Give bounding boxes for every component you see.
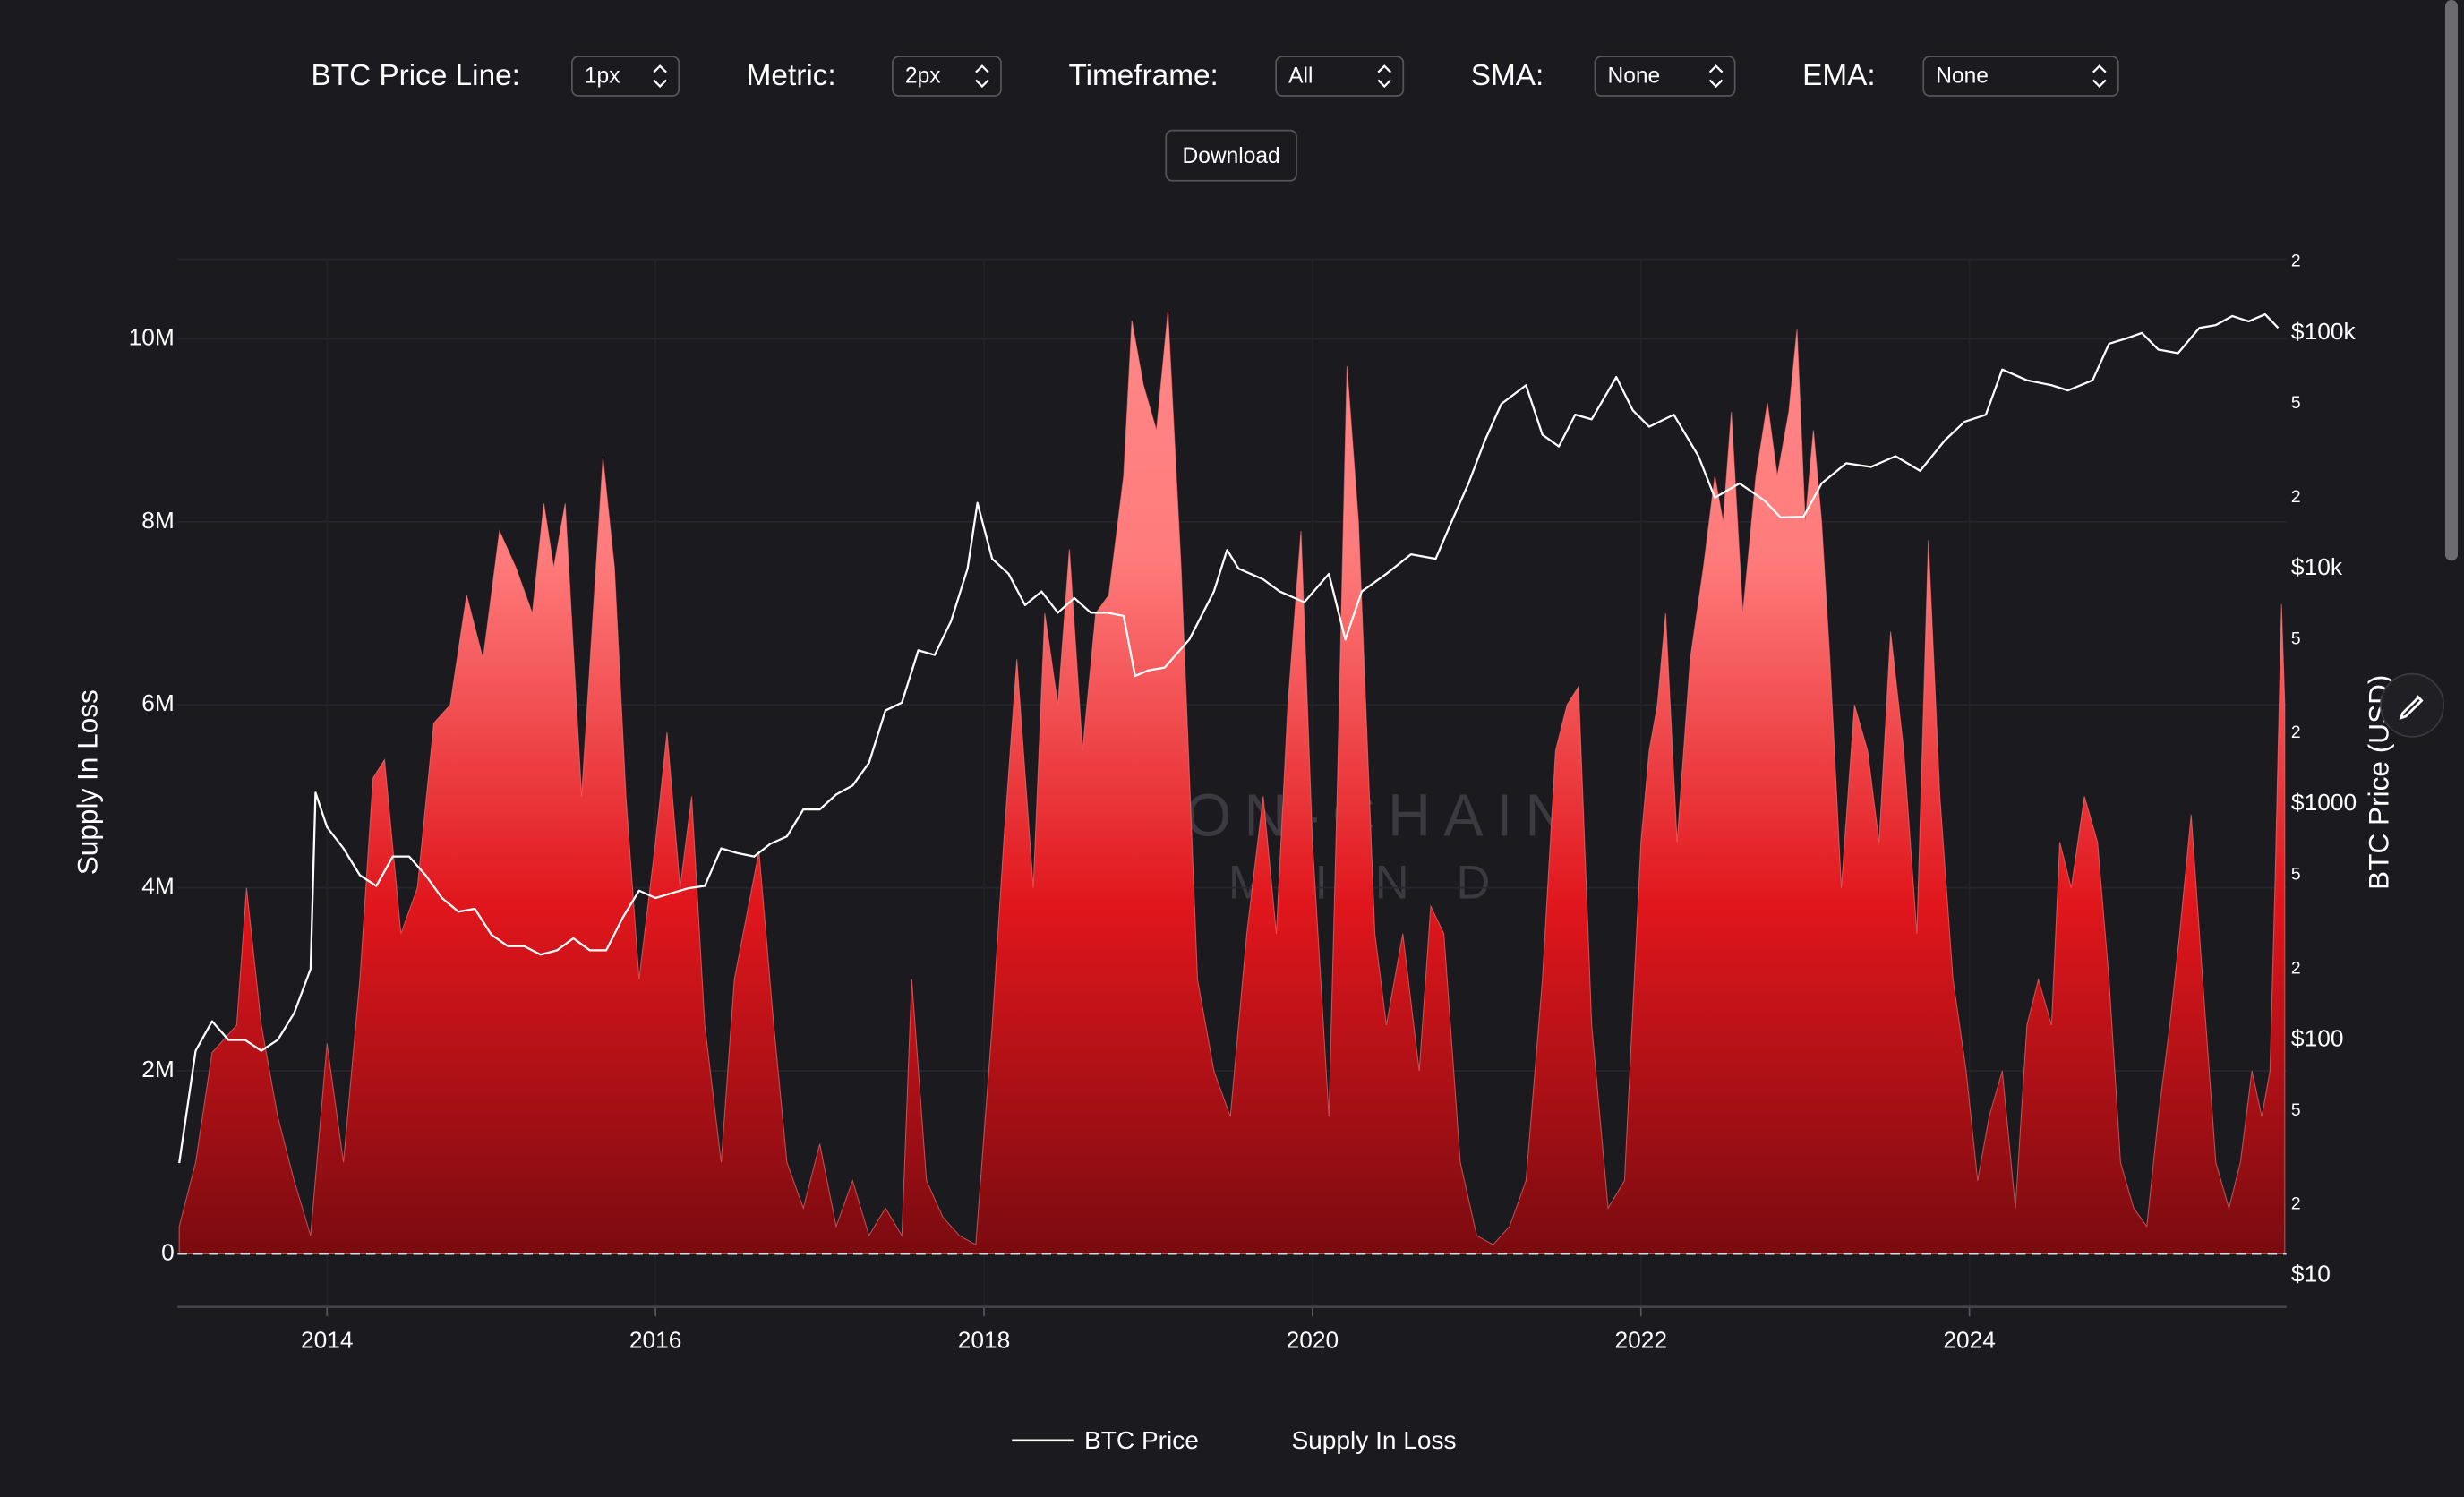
select-box[interactable] — [892, 56, 1002, 97]
select-value[interactable]: 2px — [905, 64, 941, 88]
x-tick-label: 2020 — [1287, 1326, 1339, 1353]
control-label: BTC Price Line: — [312, 59, 520, 92]
select-arrows — [1377, 64, 1392, 89]
btc-price-line — [178, 312, 2280, 1164]
y2-tick-label: 2 — [2291, 488, 2301, 507]
download-button[interactable] — [1165, 129, 1297, 182]
select-box[interactable] — [570, 56, 680, 97]
supply-in-loss-area — [178, 311, 2286, 1254]
watermark: ON-CHAIN — [1185, 783, 1580, 849]
x-tick-label: 2018 — [958, 1326, 1011, 1353]
control-label: Metric: — [747, 59, 836, 92]
select-box[interactable] — [1594, 56, 1736, 97]
y2-tick-label: $1000 — [2291, 789, 2357, 816]
y-tick-label: 10M — [129, 323, 175, 350]
select-box[interactable] — [1922, 56, 2119, 97]
y2-tick-label: $100k — [2291, 318, 2357, 345]
y-tick-label: 4M — [141, 873, 175, 900]
y-tick-label: 6M — [141, 689, 175, 716]
control-label: EMA: — [1802, 59, 1875, 92]
select-arrows — [2092, 64, 2107, 89]
legend-label[interactable]: BTC Price — [1084, 1426, 1199, 1454]
select-value[interactable]: None — [1607, 64, 1660, 88]
watermark: MIND — [1228, 856, 1537, 909]
control-label: Timeframe: — [1068, 59, 1218, 92]
y2-tick-label: $10 — [2291, 1261, 2331, 1287]
y2-tick-label: 5 — [2291, 394, 2301, 413]
edit-icon — [2399, 695, 2424, 721]
y2-tick-label: 5 — [2291, 866, 2301, 885]
select-arrows — [975, 64, 989, 89]
y2-tick-label: 2 — [2291, 252, 2301, 271]
y-tick-label: 0 — [161, 1238, 175, 1265]
select-box[interactable] — [1275, 56, 1405, 97]
y2-tick-label: 5 — [2291, 1101, 2301, 1120]
y-axis-title: Supply In Loss — [71, 689, 103, 875]
edit-button[interactable] — [2380, 672, 2445, 738]
x-tick-label: 2014 — [301, 1326, 354, 1353]
x-tick-label: 2022 — [1614, 1326, 1667, 1353]
select-arrows — [653, 64, 667, 89]
x-tick-label: 2016 — [629, 1326, 682, 1353]
select-arrows — [1708, 64, 1724, 89]
control-label: SMA: — [1471, 59, 1544, 92]
y2-tick-label: 2 — [2291, 1195, 2301, 1214]
y2-tick-label: 5 — [2291, 629, 2301, 648]
y-tick-label: 2M — [141, 1056, 175, 1082]
x-tick-label: 2024 — [1943, 1326, 1996, 1353]
select-value[interactable]: 1px — [585, 64, 620, 88]
y2-tick-label: $100 — [2291, 1024, 2344, 1051]
y2-tick-label: 2 — [2291, 723, 2301, 742]
download-label[interactable]: Download — [1183, 144, 1280, 168]
legend-label[interactable]: Supply In Loss — [1291, 1426, 1456, 1454]
select-value[interactable]: None — [1936, 64, 1989, 88]
y2-tick-label: 2 — [2291, 959, 2301, 978]
select-value[interactable]: All — [1288, 64, 1313, 88]
y2-tick-label: $10k — [2291, 553, 2343, 580]
scrollbar[interactable] — [2444, 0, 2458, 561]
y-tick-label: 8M — [141, 507, 175, 534]
